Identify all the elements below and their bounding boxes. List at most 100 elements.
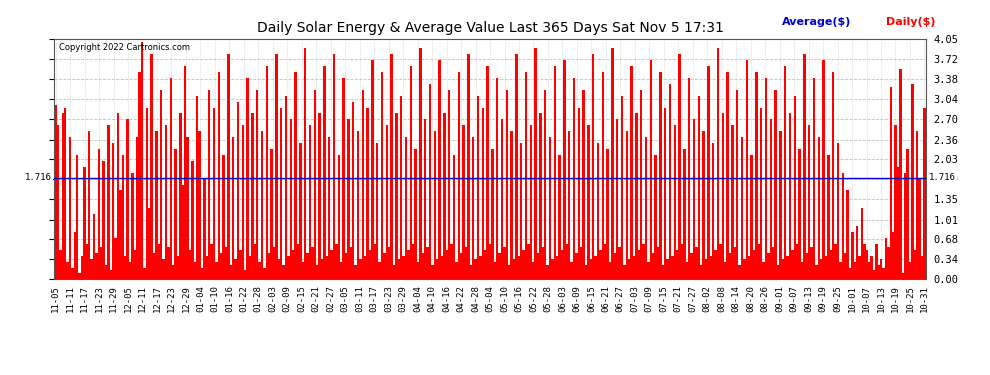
Bar xyxy=(407,250,410,279)
Bar xyxy=(78,273,81,279)
Bar xyxy=(544,90,546,279)
Bar xyxy=(666,259,669,279)
Bar xyxy=(892,232,894,279)
Bar xyxy=(853,262,856,279)
Bar xyxy=(297,244,299,279)
Bar xyxy=(93,214,95,279)
Bar xyxy=(373,244,376,279)
Text: 1.716: 1.716 xyxy=(929,173,955,182)
Bar xyxy=(690,253,693,279)
Bar xyxy=(647,262,649,279)
Bar xyxy=(469,264,472,279)
Bar xyxy=(722,114,724,279)
Bar xyxy=(890,87,892,279)
Bar xyxy=(676,250,678,279)
Bar xyxy=(659,72,661,279)
Bar xyxy=(448,90,450,279)
Bar xyxy=(535,48,537,279)
Bar xyxy=(105,264,107,279)
Bar xyxy=(465,247,467,279)
Bar xyxy=(415,149,417,279)
Bar xyxy=(619,247,621,279)
Bar xyxy=(671,256,673,279)
Bar xyxy=(177,256,179,279)
Bar xyxy=(846,190,848,279)
Bar xyxy=(248,256,251,279)
Bar xyxy=(707,66,710,279)
Bar xyxy=(673,125,676,279)
Bar xyxy=(134,250,136,279)
Bar xyxy=(556,256,558,279)
Bar xyxy=(477,96,479,279)
Bar xyxy=(924,108,926,279)
Bar xyxy=(76,155,78,279)
Bar xyxy=(336,244,338,279)
Bar xyxy=(424,119,427,279)
Bar xyxy=(506,90,508,279)
Bar xyxy=(307,253,309,279)
Bar xyxy=(830,250,832,279)
Bar xyxy=(828,155,830,279)
Bar xyxy=(523,250,525,279)
Bar xyxy=(641,90,643,279)
Bar xyxy=(752,250,755,279)
Bar xyxy=(599,250,602,279)
Bar xyxy=(258,262,260,279)
Bar xyxy=(806,253,808,279)
Bar xyxy=(743,259,745,279)
Bar xyxy=(285,96,287,279)
Bar xyxy=(568,131,570,279)
Bar xyxy=(844,253,846,279)
Bar xyxy=(575,253,577,279)
Bar xyxy=(624,264,626,279)
Bar xyxy=(206,256,208,279)
Bar xyxy=(820,259,823,279)
Bar xyxy=(907,149,909,279)
Bar xyxy=(835,244,837,279)
Bar xyxy=(393,264,395,279)
Bar xyxy=(112,143,115,279)
Bar xyxy=(823,60,825,279)
Bar xyxy=(155,131,157,279)
Bar xyxy=(410,66,412,279)
Bar xyxy=(489,244,491,279)
Bar xyxy=(626,131,628,279)
Bar xyxy=(129,262,132,279)
Bar xyxy=(712,143,715,279)
Bar xyxy=(565,244,568,279)
Bar xyxy=(235,259,237,279)
Bar xyxy=(546,264,548,279)
Bar xyxy=(386,125,388,279)
Bar xyxy=(861,208,863,279)
Bar xyxy=(349,247,352,279)
Bar xyxy=(631,66,633,279)
Bar xyxy=(899,69,902,279)
Bar xyxy=(532,262,535,279)
Bar xyxy=(582,90,585,279)
Bar xyxy=(540,114,542,279)
Bar xyxy=(390,54,393,279)
Bar xyxy=(457,72,460,279)
Bar xyxy=(251,114,253,279)
Bar xyxy=(887,247,890,279)
Bar xyxy=(825,256,828,279)
Bar xyxy=(911,84,914,279)
Bar xyxy=(302,262,304,279)
Bar xyxy=(388,247,390,279)
Bar xyxy=(654,155,656,279)
Bar xyxy=(107,125,110,279)
Bar xyxy=(748,256,750,279)
Bar xyxy=(858,256,861,279)
Bar xyxy=(491,149,494,279)
Bar xyxy=(757,244,760,279)
Bar xyxy=(542,247,545,279)
Bar xyxy=(703,131,705,279)
Bar xyxy=(172,264,174,279)
Text: Copyright 2022 Cartronics.com: Copyright 2022 Cartronics.com xyxy=(58,43,190,52)
Bar xyxy=(602,72,604,279)
Bar xyxy=(167,247,169,279)
Bar xyxy=(628,259,631,279)
Bar xyxy=(444,114,446,279)
Bar xyxy=(779,131,782,279)
Bar xyxy=(95,253,98,279)
